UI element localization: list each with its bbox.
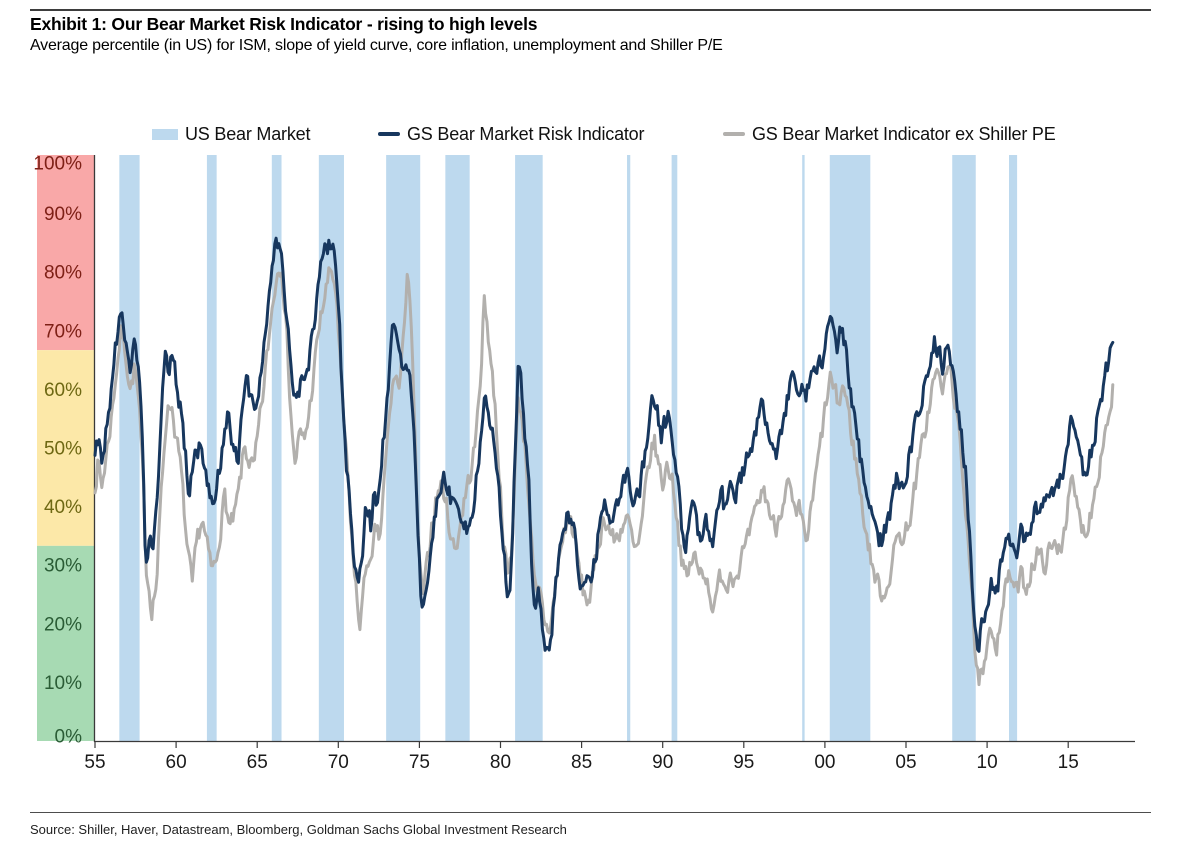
y-tick-label: 30% <box>44 556 82 577</box>
bear-market-band <box>802 155 805 742</box>
series-gs-bear-market-risk-indicator <box>93 236 1115 653</box>
source-line: Source: Shiller, Haver, Datastream, Bloo… <box>30 822 567 837</box>
legend-label: US Bear Market <box>185 123 311 144</box>
risk-zone-high-risk <box>37 155 95 351</box>
x-tick-label: 90 <box>652 752 673 773</box>
series-gs-bear-market-indicator-ex-shiller-pe <box>93 266 1115 687</box>
bear-market-band <box>119 155 140 742</box>
y-tick-label: 0% <box>55 727 83 748</box>
bear-market-band <box>206 155 217 742</box>
bear-market-band <box>627 155 631 742</box>
x-tick-label: 95 <box>733 752 754 773</box>
x-tick-label: 75 <box>409 752 430 773</box>
bear-market-swatch <box>152 128 178 140</box>
bear-market-band <box>515 155 543 742</box>
y-tick-label: 80% <box>44 263 82 284</box>
legend-item-us-bear-market: US Bear Market <box>152 123 310 145</box>
legend-label: GS Bear Market Risk Indicator <box>407 123 645 144</box>
x-tick-label: 65 <box>247 752 268 773</box>
legend-item-gs-bmi-ex-shiller: GS Bear Market Indicator ex Shiller PE <box>723 123 1056 145</box>
bear-market-band <box>1008 155 1018 742</box>
legend-item-gs-bmi: GS Bear Market Risk Indicator <box>378 123 644 145</box>
y-tick-label: 60% <box>44 380 82 401</box>
top-rule <box>30 9 1151 11</box>
bear-market-band <box>271 155 282 742</box>
x-tick-label: 70 <box>328 752 349 773</box>
exhibit-title: Exhibit 1: Our Bear Market Risk Indicato… <box>30 14 538 34</box>
y-tick-label: 100% <box>33 154 82 175</box>
bear-market-band <box>318 155 344 742</box>
x-tick-label: 55 <box>84 752 105 773</box>
bear-market-band <box>445 155 470 742</box>
x-tick-label: 85 <box>571 752 592 773</box>
risk-zone-low-risk <box>37 545 95 741</box>
gs-bmi-ex-shiller-line-swatch <box>723 131 745 137</box>
legend-label: GS Bear Market Indicator ex Shiller PE <box>752 123 1056 144</box>
exhibit-subtitle: Average percentile (in US) for ISM, slop… <box>30 37 723 54</box>
y-tick-label: 70% <box>44 321 82 342</box>
bear-market-band <box>671 155 678 742</box>
bottom-rule <box>30 812 1151 814</box>
x-tick-label: 10 <box>977 752 998 773</box>
x-tick-label: 00 <box>814 752 835 773</box>
x-tick-label: 15 <box>1058 752 1079 773</box>
risk-zone-medium-risk <box>37 350 95 546</box>
bear-market-band <box>829 155 871 742</box>
gs-bmi-line-swatch <box>378 131 400 137</box>
y-tick-label: 50% <box>44 439 82 460</box>
y-tick-label: 10% <box>44 673 82 694</box>
x-tick-label: 60 <box>166 752 187 773</box>
y-tick-label: 40% <box>44 497 82 518</box>
y-tick-label: 20% <box>44 614 82 635</box>
y-tick-label: 90% <box>44 204 82 225</box>
x-tick-label: 05 <box>895 752 916 773</box>
x-tick-label: 80 <box>490 752 511 773</box>
